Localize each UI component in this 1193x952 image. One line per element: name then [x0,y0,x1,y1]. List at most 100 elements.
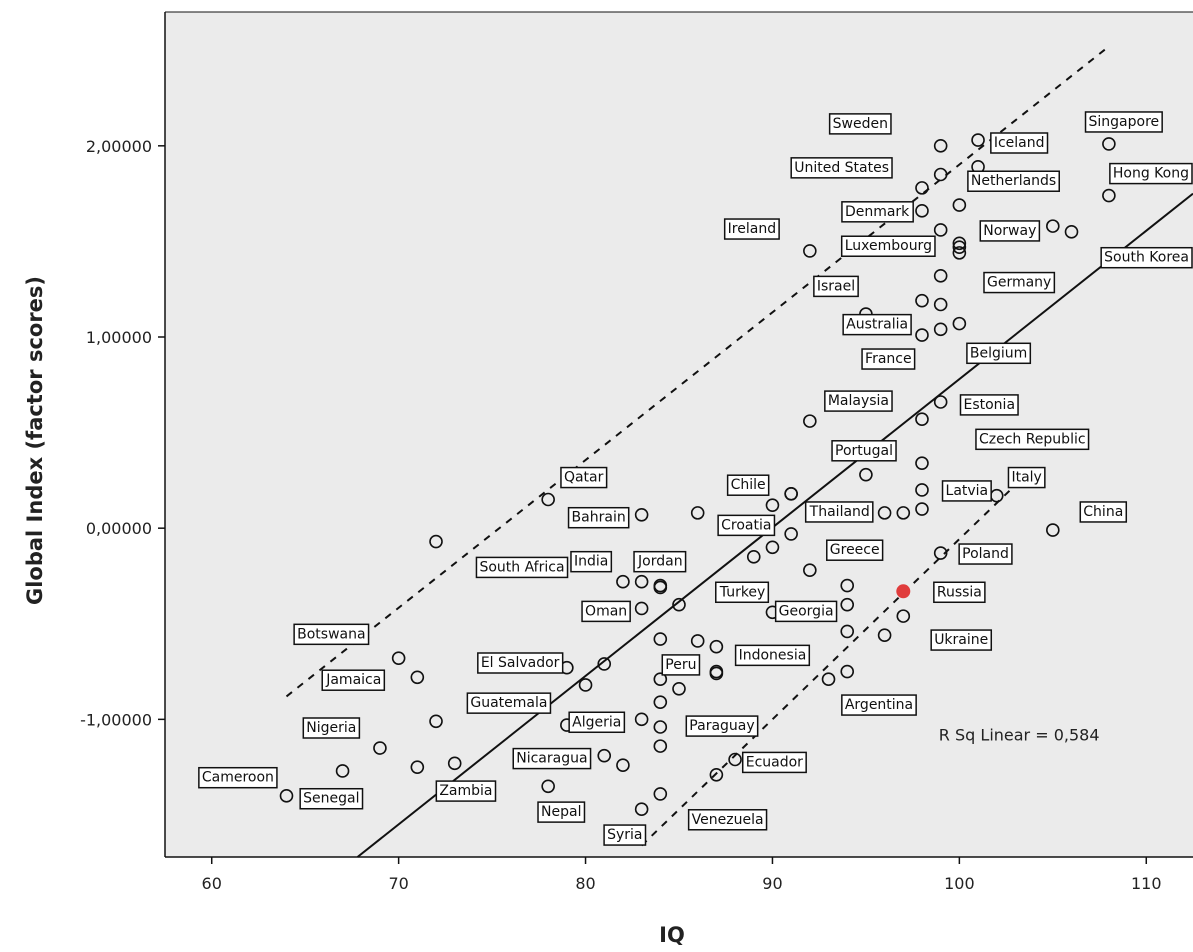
country-label: France [861,348,916,370]
country-label-box [198,766,278,789]
data-point [634,802,649,817]
country-label: Estonia [959,394,1019,416]
fit-line [356,192,1193,858]
data-point [933,395,948,409]
country-label-text: Israel [817,278,855,294]
country-label: Oman [581,600,631,623]
country-label: Zambia [435,780,497,802]
country-label-box [990,132,1049,154]
data-point [933,546,948,560]
country-label: Qatar [560,466,608,489]
data-point [821,672,836,687]
data-point [597,748,612,763]
country-label-box [959,394,1019,416]
data-point [709,639,724,654]
data-point [915,328,929,342]
country-label-box [774,600,838,623]
country-label-box [966,342,1032,365]
country-label-text: Oman [585,603,627,619]
country-label: Indonesia [734,644,811,667]
country-label-box [567,506,630,529]
country-label: Guatemala [466,692,552,714]
country-label-text: Georgia [779,603,834,619]
country-label-box [840,235,936,257]
data-point [915,204,929,218]
country-label-text: Turkey [719,584,766,600]
country-label-text: Norway [983,223,1036,239]
data-point [391,651,406,665]
data-point [933,322,948,337]
data-point [1046,219,1060,233]
country-label: Botswana [293,623,370,646]
data-point [690,506,705,520]
data-point [634,712,649,727]
data-point [728,752,742,767]
country-label: Iceland [990,132,1049,154]
r-squared-annotation: R Sq Linear = 0,584 [939,725,1100,744]
country-label: Thailand [804,501,874,523]
country-label-box [477,652,564,674]
country-label-text: Russia [937,584,982,600]
country-label-text: Jamaica [325,672,381,688]
country-label-box [302,717,361,739]
data-point [877,628,892,643]
country-label-box [687,809,768,831]
country-label-text: Australia [846,317,908,333]
country-label-box [685,715,759,737]
country-label: Croatia [717,514,776,537]
country-label: Chile [726,474,770,496]
country-label: Denmark [841,201,914,223]
axes: 60 70 80 90 100 110 2,00000 1,00000 0,00000 -1,00… [80,11,1193,893]
country-label-box [661,654,701,676]
country-label: Cameroon [198,766,278,789]
country-label-box [941,480,992,502]
country-label-box [1100,246,1193,269]
country-label-box [435,780,497,802]
data-point [672,597,686,612]
data-point [410,760,425,774]
data-points [279,133,1116,817]
country-label-text: Bahrain [572,510,626,526]
data-point [952,316,967,331]
data-point [803,414,817,428]
highlighted-data-point [896,584,911,599]
upper-confidence-band [285,45,1110,698]
country-label-text: Cameroon [202,770,274,786]
country-label-box [804,501,874,523]
country-label: Venezuela [687,809,768,831]
data-point [896,506,911,520]
country-label-text: Portugal [835,443,893,459]
x-tick-label: 80 [575,874,595,893]
data-point [578,678,593,692]
country-label-box [1084,111,1163,133]
y-tick-label: 0,00000 [86,519,152,538]
country-label: Luxembourg [840,235,936,257]
country-label-box [321,669,386,691]
data-point [690,634,705,648]
country-label: Portugal [831,440,897,462]
country-label-text: Botswana [297,626,365,642]
country-label: Latvia [941,480,992,502]
x-tick-label: 100 [944,874,975,893]
country-label: Jordan [633,550,687,573]
data-point [429,534,443,549]
country-label-text: United States [794,160,889,176]
data-point [915,412,929,427]
data-point [933,223,948,237]
country-label-text: Indonesia [739,647,807,663]
data-point [616,574,630,589]
country-label-text: Nicaragua [516,751,587,767]
country-label-box [741,751,807,774]
country-label-text: Sweden [833,116,888,132]
country-label-box [983,271,1056,294]
country-label: Georgia [774,600,838,623]
country-label: Nicaragua [512,747,592,770]
country-label-text: Poland [962,546,1009,562]
data-point [373,741,387,755]
country-label-text: India [574,554,608,570]
data-point [653,787,668,801]
country-label-box [930,629,993,651]
regression-lines [285,45,1193,858]
data-point [915,293,929,308]
country-label-text: Malaysia [828,393,889,409]
